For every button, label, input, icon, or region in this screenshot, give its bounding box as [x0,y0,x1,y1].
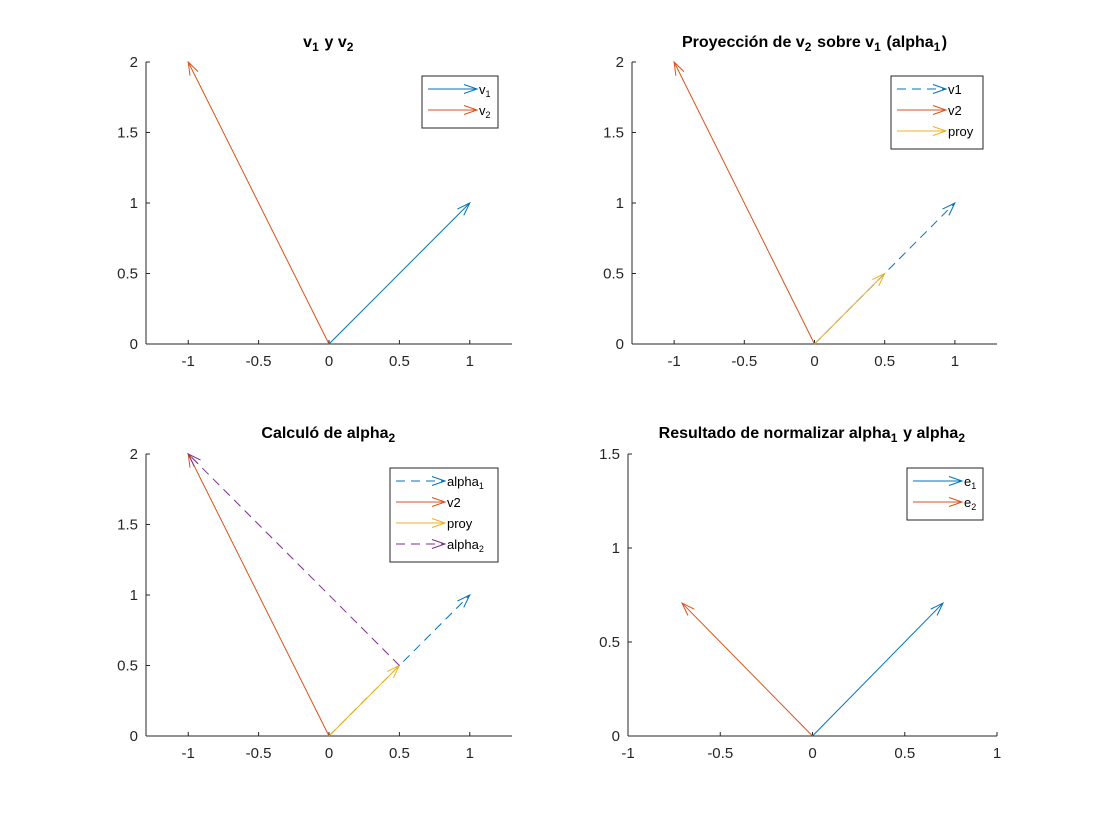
vector-1-shaft [812,602,944,737]
legend-sample-3-head [932,126,948,136]
x-tick-label: 1 [466,745,474,762]
x-tick-label: 0.5 [894,745,915,762]
x-tick-label: -1 [182,353,195,370]
subplot-title: Calculó de alpha2 [261,425,396,445]
legend-sample-1-head [948,476,964,486]
y-tick-label: 2 [130,54,138,71]
x-tick-label: -1 [182,745,195,762]
y-tick-label: 1.5 [117,125,138,142]
y-tick-label: 0 [612,728,620,745]
x-tick-label: -1 [621,745,634,762]
x-tick-label: 1 [951,353,959,370]
legend-entry: v1 [479,82,492,99]
legend-entry: v2 [447,495,461,510]
x-tick-label: -0.5 [731,353,757,370]
vector-3-shaft [328,665,400,737]
x-tick-label: 1 [993,745,1001,762]
vector-2-head [673,60,685,76]
x-tick-label: -0.5 [246,353,272,370]
vector-2-head [187,60,199,76]
y-tick-label: 1 [130,587,138,604]
subplot-title: v1 y v2 [303,34,355,54]
legend-box [389,467,499,563]
vector-4-head [187,452,201,467]
legend-sample-1-head [431,476,447,486]
vector-4-shaft [187,453,400,666]
y-tick-label: 1 [130,195,138,212]
x-tick-label: 0 [808,745,816,762]
legend-entry: v2 [479,103,492,120]
y-tick-label: 1.5 [599,446,620,463]
y-tick-label: 0.5 [599,634,620,651]
y-tick-label: 0 [130,728,138,745]
legend-entry: v2 [948,103,962,118]
legend-entry: e1 [964,474,977,491]
y-tick-label: 0 [616,336,624,353]
legend-sample-2-head [932,105,948,115]
legend: v1 v2 proy [890,75,984,150]
legend-sample-2-head [463,105,479,115]
y-tick-label: 1 [616,195,624,212]
legend-sample-2-head [948,497,964,507]
legend-entry: proy [447,516,473,531]
y-tick-label: 1 [612,540,620,557]
x-tick-label: 0.5 [389,745,410,762]
x-tick-label: -0.5 [707,745,733,762]
vector-1-head [457,201,471,216]
vector-1-head [457,593,471,608]
subplot-title: Proyección de v2 sobre v1 (alpha1 ) [682,34,947,54]
legend-entry: alpha1 [447,474,485,491]
subplot-3: -1 -0.5 0 0.5 1 0 0.5 1 1.5 2 Calculó de alpha2 al… [117,425,512,762]
y-tick-label: 0.5 [117,266,138,283]
y-tick-label: 1.5 [117,517,138,534]
legend: e1 e2 [906,467,984,521]
x-tick-label: 0.5 [389,353,410,370]
y-tick-label: 1.5 [603,125,624,142]
legend-box [890,75,984,150]
vector-1-shaft [328,202,471,345]
vector-1-head [930,601,945,616]
subplot-2: -1 -0.5 0 0.5 1 0 0.5 1 1.5 2 Proyección de v2 sob… [603,34,997,370]
vector-2-shaft [681,602,813,737]
y-tick-label: 0 [130,336,138,353]
x-tick-label: 0 [810,353,818,370]
legend-entry: proy [948,124,974,139]
legend-sample-1-head [463,84,479,94]
vector-3-head [872,272,886,287]
legend-entry: e2 [964,495,977,512]
legend-sample-2-head [431,497,447,507]
vector-2-head [680,601,695,616]
y-tick-label: 0.5 [117,658,138,675]
legend-sample-3-head [431,518,447,528]
x-tick-label: -0.5 [246,745,272,762]
vector-2-shaft [673,61,815,345]
vector-3-shaft [814,273,886,345]
vector-1-head [942,201,956,216]
legend-entry: alpha2 [447,537,485,554]
legend-sample-1-head [932,84,948,94]
subplot-4: -1 -0.5 0 0.5 1 0 0.5 1 1.5 Resultado de normaliz… [599,425,1001,762]
y-tick-label: 2 [130,446,138,463]
legend-entry: v1 [948,82,962,97]
vector-2-shaft [187,453,330,737]
subplot-title: Resultado de normalizar alpha1 y alpha2 [659,425,967,445]
legend-box [906,467,984,521]
x-tick-label: 1 [466,353,474,370]
subplot-1: -1 -0.5 0 0.5 1 0 0.5 1 1.5 2 v1 y v2 v1 v2 [117,34,512,370]
legend: v1 v2 [421,75,499,129]
vector-2-shaft [187,61,330,345]
x-tick-label: 0 [325,353,333,370]
x-tick-label: 0 [325,745,333,762]
legend-sample-4-head [431,539,447,549]
legend-box [421,75,499,129]
x-tick-label: -1 [667,353,680,370]
x-tick-label: 0.5 [874,353,895,370]
legend: alpha1 v2 proy alpha2 [389,467,499,563]
y-tick-label: 0.5 [603,266,624,283]
y-tick-label: 2 [616,54,624,71]
